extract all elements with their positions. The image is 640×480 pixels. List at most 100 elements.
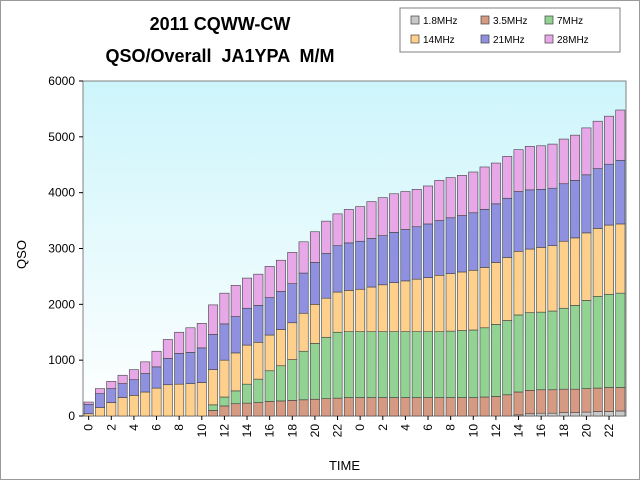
bar-segment-21mhz (479, 209, 490, 268)
bar-segment-1-8mhz (524, 413, 535, 417)
x-tick-label: 14 (240, 424, 254, 438)
bar-segment-7mhz (524, 312, 535, 391)
bar-segment-3-5mhz (570, 388, 581, 413)
legend-swatch (480, 34, 490, 44)
bar-segment-1-8mhz (615, 410, 626, 417)
bar-segment-14mhz (174, 383, 185, 417)
bar-segment-1-8mhz (581, 411, 592, 417)
bar-segment-14mhz (524, 248, 535, 314)
bar-segment-28mhz (547, 143, 558, 189)
bar-segment-3-5mhz (253, 402, 264, 417)
x-tick-label: 0 (353, 424, 367, 431)
bar-segment-21mhz (264, 297, 275, 336)
bar-segment-21mhz (185, 352, 196, 384)
bar-segment-21mhz (253, 305, 264, 343)
bar-segment-28mhz (355, 206, 366, 242)
legend-label: 1.8MHz (423, 16, 457, 27)
bar-segment-3-5mhz (366, 397, 377, 417)
bar-segment-21mhz (445, 217, 456, 274)
bar-segment-21mhz (208, 334, 219, 370)
bar-segment-7mhz (502, 320, 513, 396)
bar-segment-21mhz (502, 197, 513, 258)
x-tick-label: 4 (127, 424, 141, 431)
bar-segment-3-5mhz (581, 388, 592, 413)
bar-segment-21mhz (174, 353, 185, 385)
y-tick-label: 2000 (48, 297, 75, 311)
x-tick-label: 2 (104, 424, 118, 431)
bar-segment-21mhz (615, 159, 626, 225)
x-tick-label: 2 (376, 424, 390, 431)
x-tick-label: 16 (534, 424, 548, 438)
y-tick-label: 3000 (48, 242, 75, 256)
legend-swatch (544, 34, 554, 44)
bar-segment-14mhz (355, 288, 366, 332)
bar-segment-14mhz (230, 352, 241, 392)
legend-swatch (480, 15, 490, 25)
x-tick-label: 22 (331, 424, 345, 438)
bar-segment-14mhz (332, 291, 343, 333)
legend-label: 14MHz (423, 35, 455, 46)
bar-segment-14mhz (321, 297, 332, 338)
bar-segment-28mhz (434, 180, 445, 221)
bar-segment-28mhz (95, 388, 105, 394)
bar-segment-28mhz (558, 138, 569, 185)
legend-label: 21MHz (493, 35, 525, 46)
bar-segment-21mhz (592, 168, 603, 229)
bar-segment-3-5mhz (276, 400, 286, 417)
bar-segment-21mhz (106, 388, 117, 403)
bar-segment-7mhz (558, 307, 569, 390)
bar-segment-28mhz (389, 193, 400, 233)
bar-segment-21mhz (457, 215, 467, 273)
bar-segment-28mhz (581, 127, 592, 176)
y-tick-label: 5000 (48, 130, 75, 144)
bar-segment-14mhz (151, 387, 162, 417)
bar-segment-1-8mhz (592, 411, 603, 417)
bar-segment-14mhz (490, 262, 501, 325)
bar-segment-7mhz (604, 293, 614, 388)
bar-segment-14mhz (219, 359, 230, 398)
bar-segment-21mhz (547, 187, 558, 247)
bar-segment-3-5mhz (411, 397, 422, 417)
bar-segment-7mhz (377, 331, 388, 398)
bar-segment-28mhz (321, 220, 332, 254)
bar-segment-3-5mhz (558, 388, 569, 413)
bar-segment-14mhz (128, 395, 139, 417)
bar-segment-14mhz (592, 228, 603, 297)
bar-segment-14mhz (196, 382, 207, 417)
bar-segment-7mhz (490, 324, 501, 397)
bar-segment-7mhz (332, 331, 343, 399)
bar-segment-3-5mhz (355, 397, 366, 417)
bar-segment-14mhz (95, 407, 105, 417)
bar-segment-3-5mhz (445, 397, 456, 417)
bar-segment-28mhz (196, 323, 207, 349)
y-tick-label: 0 (68, 409, 75, 423)
bar-segment-14mhz (479, 267, 490, 329)
bar-segment-7mhz (547, 310, 558, 391)
bar-segment-21mhz (355, 240, 366, 290)
bar-segment-14mhz (264, 334, 275, 372)
plot-area (82, 80, 627, 417)
bar-segment-28mhz (162, 339, 173, 359)
bar-segment-7mhz (355, 331, 366, 398)
x-tick-label: 6 (421, 424, 435, 431)
bar-segment-14mhz (513, 250, 524, 316)
bar-segment-3-5mhz (524, 390, 535, 415)
y-axis-label: QSO (14, 240, 29, 269)
bar-segment-14mhz (434, 274, 445, 332)
bar-segment-7mhz (208, 404, 219, 411)
bar-segment-28mhz (400, 191, 411, 230)
bar-segment-21mhz (513, 191, 524, 252)
bar-segment-3-5mhz (434, 397, 445, 417)
bar-segment-21mhz (411, 226, 422, 280)
bar-segment-28mhz (117, 374, 128, 384)
bar-segment-1-8mhz (570, 412, 581, 417)
bar-segment-21mhz (377, 235, 388, 286)
bar-segment-7mhz (343, 331, 354, 398)
bar-segment-7mhz (287, 359, 298, 401)
bar-segment-28mhz (536, 145, 547, 190)
legend-label: 28MHz (557, 35, 589, 46)
bar-segment-3-5mhz (219, 405, 230, 417)
bar-segment-7mhz (479, 327, 490, 398)
legend-label: 7MHz (557, 16, 583, 27)
bar-segment-7mhz (434, 331, 445, 398)
